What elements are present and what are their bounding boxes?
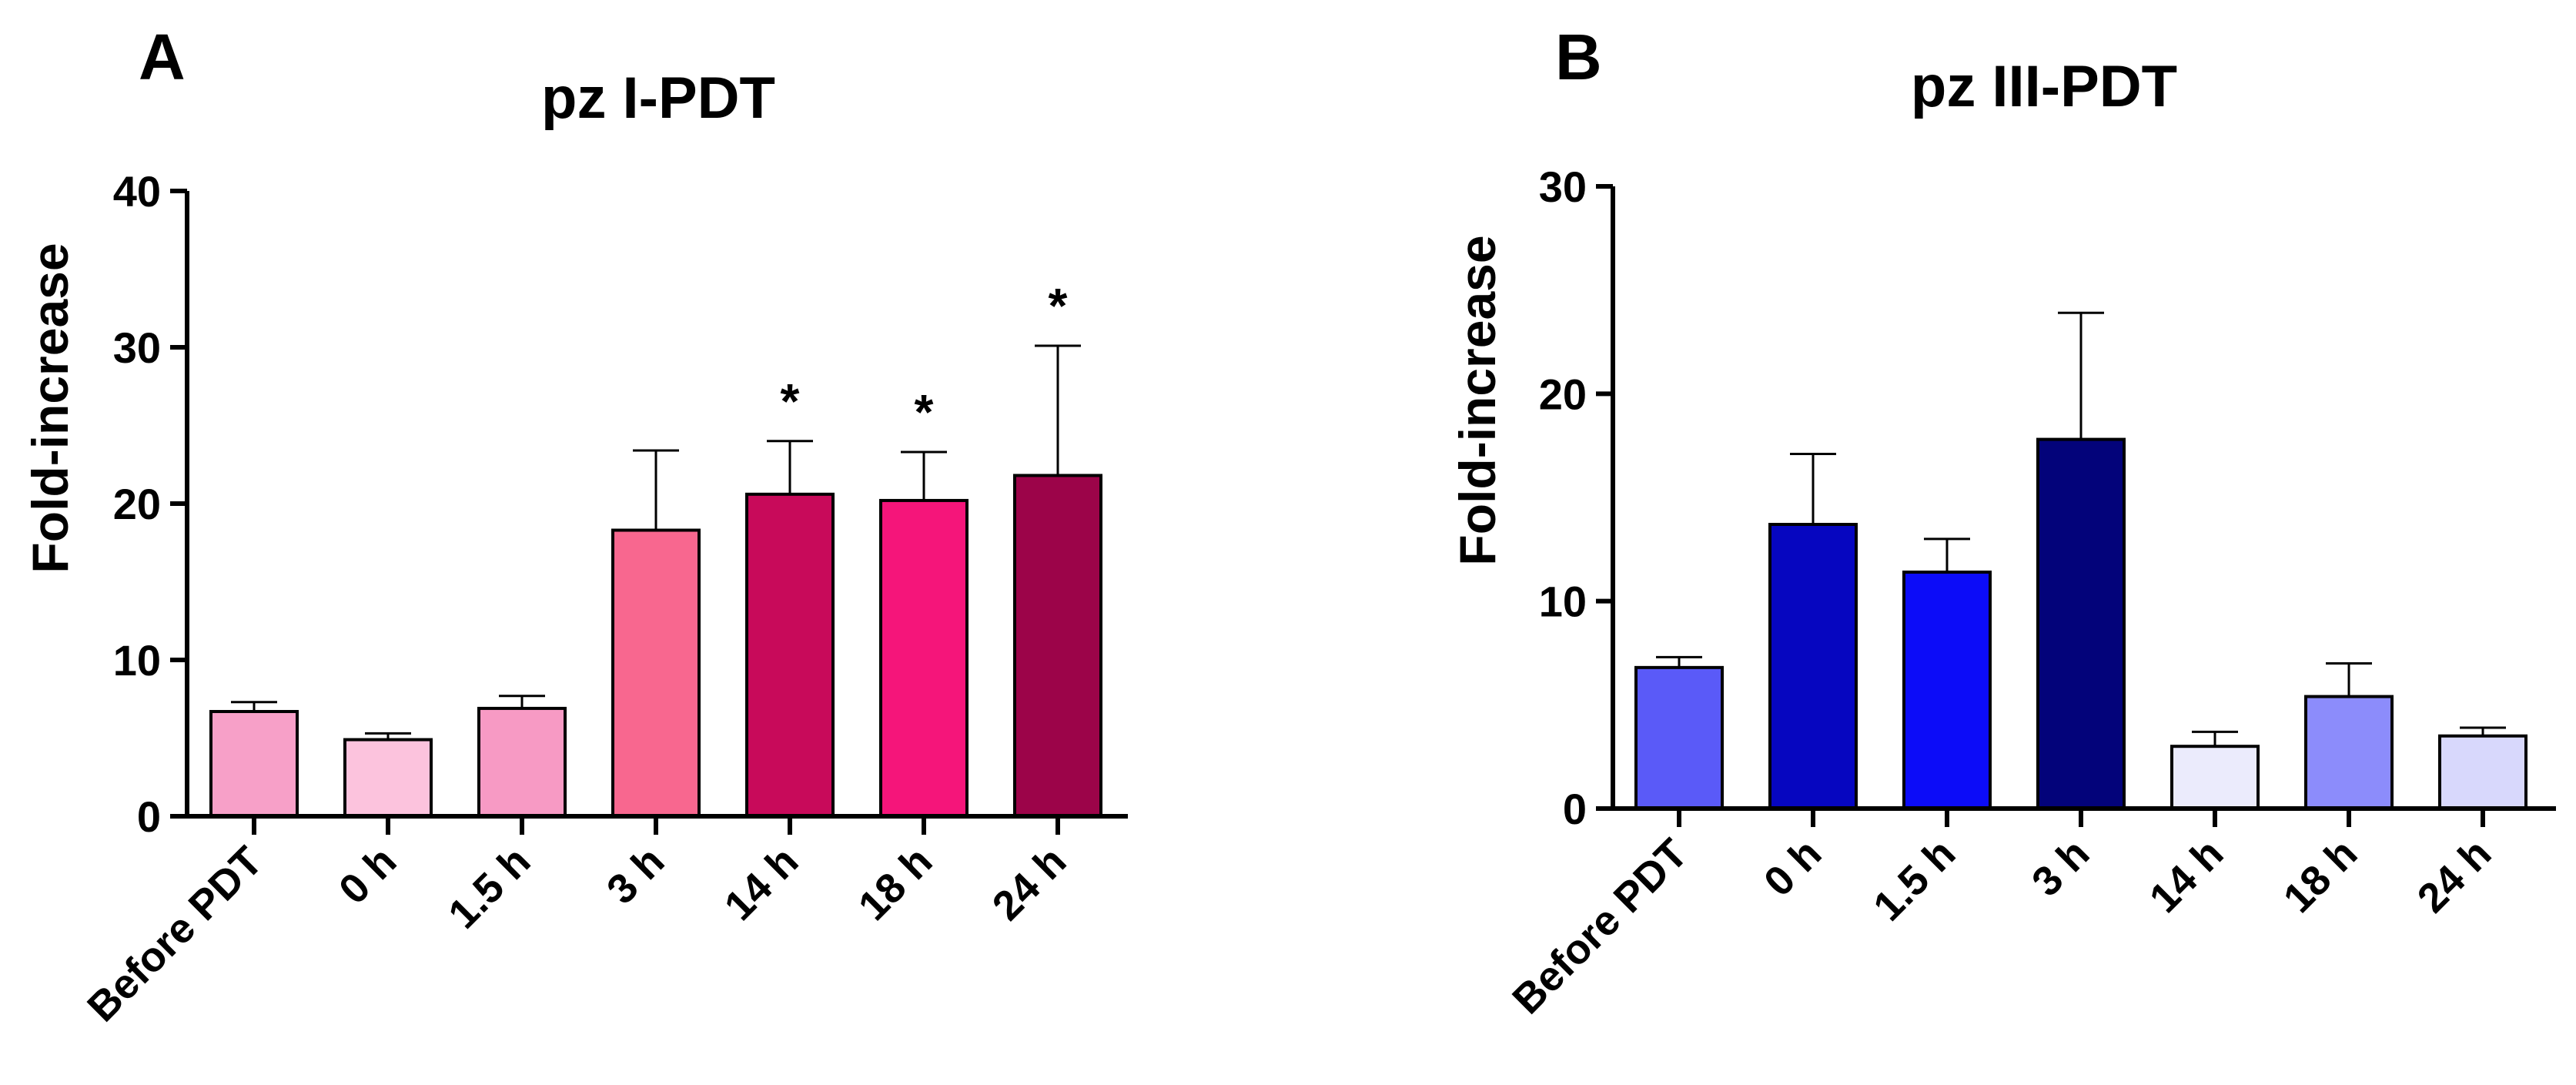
bar-a bbox=[611, 528, 701, 818]
x-tick-label-b: 24 h bbox=[2409, 830, 2501, 922]
x-tick-label-a: 0 h bbox=[330, 838, 406, 913]
y-tick-label-b: 30 bbox=[1539, 162, 1587, 211]
x-tick-label-b: 1.5 h bbox=[1865, 830, 1964, 929]
bar-a bbox=[1013, 474, 1102, 819]
x-tick-label-b: Before PDT bbox=[1504, 830, 1696, 1023]
bar-a bbox=[745, 492, 835, 818]
significance-mark-a: * bbox=[1049, 278, 1068, 333]
bar-b bbox=[2036, 437, 2126, 810]
panel-letter-a: A bbox=[139, 21, 186, 93]
x-tick-label-b: 18 h bbox=[2275, 830, 2367, 922]
bar-a bbox=[343, 738, 433, 819]
panel-b: B pz III-PDT Fold-increase 0 10 20 30 Before… bbox=[1449, 21, 2556, 1023]
bar-b bbox=[2304, 695, 2394, 810]
bar-b bbox=[1902, 570, 1992, 811]
x-tick-label-a: 14 h bbox=[716, 838, 808, 929]
bar-b bbox=[1634, 665, 1724, 810]
y-tick-label-b: 20 bbox=[1539, 370, 1587, 418]
y-axis-label-a: Fold-increase bbox=[22, 243, 79, 573]
chart-title-b: pz III-PDT bbox=[1911, 54, 2177, 119]
bar-a bbox=[477, 706, 567, 818]
x-tick-label-a: 1.5 h bbox=[440, 838, 539, 937]
y-tick-label-a: 0 bbox=[137, 792, 161, 841]
y-tick-label-b: 10 bbox=[1539, 578, 1587, 626]
y-axis-label-b: Fold-increase bbox=[1449, 235, 1506, 565]
y-tick-label-a: 30 bbox=[113, 323, 161, 372]
x-tick-label-a: 3 h bbox=[598, 838, 674, 913]
chart-title-a: pz I-PDT bbox=[541, 65, 775, 131]
x-tick-label-a: Before PDT bbox=[79, 838, 271, 1030]
panel-letter-b: B bbox=[1555, 21, 1602, 93]
x-tick-label-b: 3 h bbox=[2023, 830, 2099, 906]
significance-mark-a: * bbox=[915, 384, 934, 440]
x-tick-label-a: 18 h bbox=[850, 838, 942, 929]
y-tick-label-b: 0 bbox=[1563, 785, 1587, 833]
bar-b bbox=[1768, 523, 1858, 810]
y-tick-label-a: 10 bbox=[113, 636, 161, 685]
panel-a: A pz I-PDT Fold-increase * * * 0 10 20 30 40 Bef… bbox=[22, 21, 1128, 1030]
x-tick-label-a: 24 h bbox=[984, 838, 1076, 929]
x-tick-label-b: 0 h bbox=[1755, 830, 1831, 906]
y-tick-label-a: 40 bbox=[113, 167, 161, 216]
bar-a bbox=[209, 709, 299, 818]
bar-b bbox=[2438, 734, 2527, 811]
bar-a bbox=[879, 498, 969, 818]
significance-mark-a: * bbox=[781, 373, 800, 429]
y-tick-label-a: 20 bbox=[113, 480, 161, 528]
bar-b bbox=[2170, 745, 2260, 811]
x-tick-label-b: 14 h bbox=[2141, 830, 2233, 922]
